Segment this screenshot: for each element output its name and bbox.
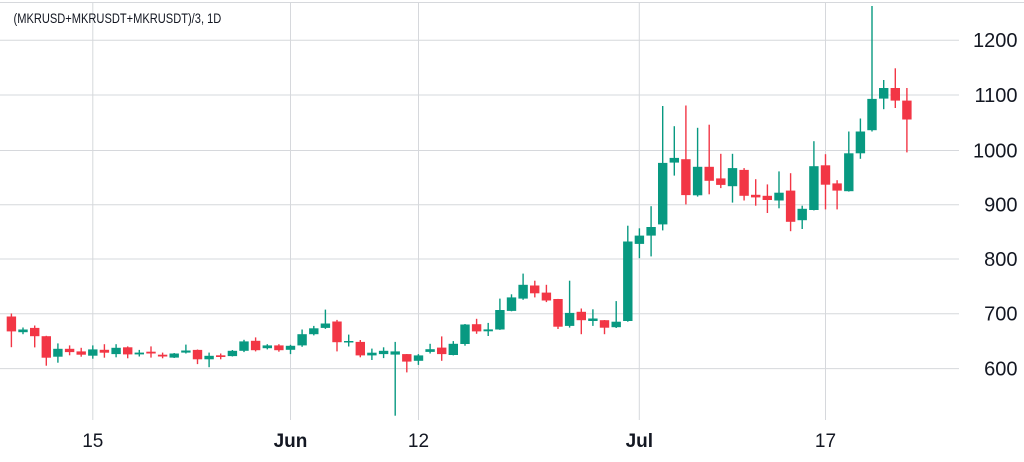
svg-text:15: 15 (82, 431, 103, 452)
svg-text:600: 600 (984, 358, 1017, 380)
svg-text:1200: 1200 (973, 30, 1018, 52)
svg-text:Jul: Jul (626, 431, 653, 452)
svg-text:900: 900 (984, 195, 1017, 217)
svg-text:1000: 1000 (973, 140, 1018, 162)
svg-text:(MKRUSD+MKRUSDT+MKRUSDT)/3, 1D: (MKRUSD+MKRUSDT+MKRUSDT)/3, 1D (14, 11, 222, 26)
svg-text:800: 800 (984, 249, 1017, 271)
svg-text:1100: 1100 (974, 85, 1017, 107)
svg-text:Jun: Jun (274, 431, 308, 452)
svg-text:700: 700 (984, 304, 1017, 326)
svg-text:17: 17 (815, 431, 836, 452)
svg-text:12: 12 (408, 431, 429, 452)
